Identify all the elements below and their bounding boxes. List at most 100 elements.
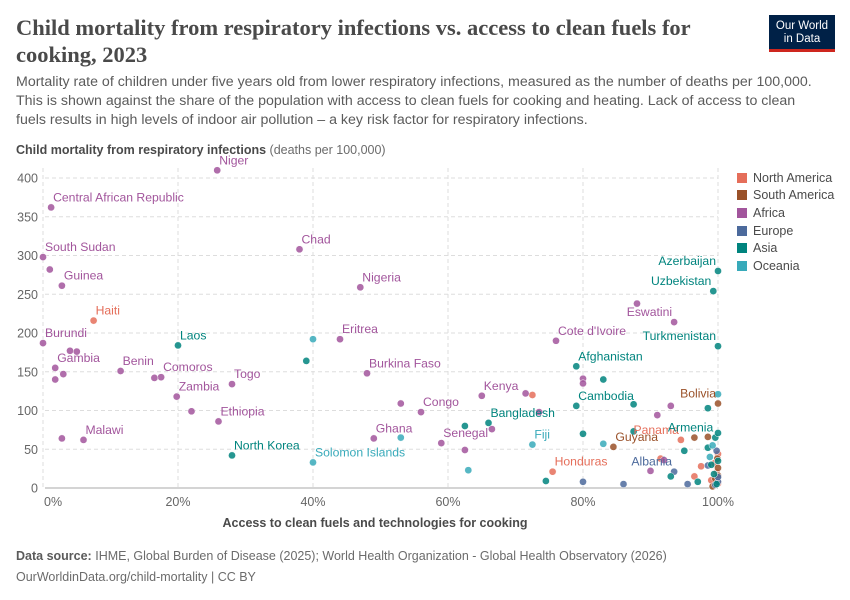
data-point[interactable] xyxy=(690,433,699,442)
point-label: Azerbaijan xyxy=(658,254,716,268)
data-point[interactable] xyxy=(714,390,722,399)
data-point[interactable] xyxy=(704,433,712,441)
data-point[interactable] xyxy=(228,451,236,460)
data-point[interactable] xyxy=(693,477,702,486)
data-point[interactable] xyxy=(670,318,678,326)
data-point[interactable] xyxy=(633,299,641,308)
data-point[interactable] xyxy=(79,436,88,444)
data-point[interactable] xyxy=(697,462,705,471)
data-point[interactable] xyxy=(59,370,68,378)
data-point[interactable] xyxy=(712,446,721,455)
data-point[interactable] xyxy=(714,399,722,408)
data-points[interactable] xyxy=(39,166,722,491)
data-point[interactable] xyxy=(666,402,675,410)
data-point[interactable] xyxy=(45,265,54,274)
point-label: Central African Republic xyxy=(53,190,184,204)
data-point[interactable] xyxy=(599,375,608,384)
data-point[interactable] xyxy=(528,440,537,449)
data-point[interactable] xyxy=(572,402,581,410)
data-point[interactable] xyxy=(548,467,557,476)
owid-logo[interactable]: Our World in Data xyxy=(769,15,835,52)
data-point[interactable] xyxy=(599,439,608,448)
data-point[interactable] xyxy=(336,335,344,344)
data-point[interactable] xyxy=(477,391,486,400)
data-point[interactable] xyxy=(461,446,469,454)
data-point[interactable] xyxy=(712,480,721,488)
data-point[interactable] xyxy=(683,480,692,488)
data-point[interactable] xyxy=(521,389,530,398)
data-point[interactable] xyxy=(51,375,60,384)
data-point[interactable] xyxy=(356,283,365,292)
data-point[interactable] xyxy=(708,441,717,450)
data-point[interactable] xyxy=(295,245,304,254)
legend-item[interactable]: Asia xyxy=(737,239,834,257)
data-point[interactable] xyxy=(396,399,405,408)
data-point[interactable] xyxy=(714,267,722,275)
data-point[interactable] xyxy=(89,316,98,325)
data-point[interactable] xyxy=(214,417,223,426)
data-point[interactable] xyxy=(714,342,722,351)
data-point[interactable] xyxy=(666,472,675,481)
data-point[interactable] xyxy=(619,480,628,488)
legend[interactable]: North America South America Africa Europe As… xyxy=(737,169,834,275)
data-point[interactable] xyxy=(396,433,405,442)
data-point[interactable] xyxy=(714,429,722,437)
data-point[interactable] xyxy=(579,429,587,438)
data-point[interactable] xyxy=(704,404,712,413)
data-point[interactable] xyxy=(417,408,425,416)
data-point[interactable] xyxy=(172,392,181,401)
data-point[interactable] xyxy=(542,477,550,485)
data-point[interactable] xyxy=(58,434,66,443)
data-point[interactable] xyxy=(228,380,236,388)
data-point[interactable] xyxy=(680,446,689,455)
legend-item[interactable]: Africa xyxy=(737,204,834,222)
data-point[interactable] xyxy=(629,427,638,436)
data-point[interactable] xyxy=(39,339,47,347)
data-point[interactable] xyxy=(706,453,714,461)
data-point[interactable] xyxy=(47,203,55,212)
data-point[interactable] xyxy=(572,362,581,371)
data-point[interactable] xyxy=(707,460,716,469)
legend-item[interactable]: Oceania xyxy=(737,257,834,275)
data-point[interactable] xyxy=(709,287,718,295)
data-point[interactable] xyxy=(579,477,587,486)
data-point[interactable] xyxy=(535,408,543,416)
data-point[interactable] xyxy=(39,253,47,261)
data-point[interactable] xyxy=(174,341,182,350)
data-point[interactable] xyxy=(150,374,159,382)
data-point[interactable] xyxy=(714,464,722,472)
data-point[interactable] xyxy=(528,391,537,399)
data-point[interactable] xyxy=(309,458,317,467)
data-point[interactable] xyxy=(72,347,81,356)
data-point[interactable] xyxy=(677,436,685,444)
data-point[interactable] xyxy=(51,364,60,372)
data-point[interactable] xyxy=(437,439,446,447)
data-point[interactable] xyxy=(116,367,125,375)
data-point[interactable] xyxy=(579,379,587,388)
data-point[interactable] xyxy=(653,411,662,419)
legend-item[interactable]: Europe xyxy=(737,222,834,240)
data-point[interactable] xyxy=(461,422,469,430)
data-point[interactable] xyxy=(484,419,493,427)
legend-item[interactable]: North America xyxy=(737,169,834,187)
data-point[interactable] xyxy=(363,369,371,378)
footer-url[interactable]: OurWorldinData.org/child-mortality | CC … xyxy=(16,570,256,584)
data-point[interactable] xyxy=(629,400,638,409)
legend-item[interactable]: South America xyxy=(737,187,834,205)
data-point[interactable] xyxy=(710,470,718,478)
data-point[interactable] xyxy=(309,335,317,344)
data-point[interactable] xyxy=(187,407,196,416)
data-point[interactable] xyxy=(714,457,722,465)
data-point[interactable] xyxy=(464,466,473,475)
data-point[interactable] xyxy=(488,425,496,433)
data-point[interactable] xyxy=(302,357,311,365)
data-point[interactable] xyxy=(369,434,378,443)
data-point[interactable] xyxy=(157,373,165,382)
data-point[interactable] xyxy=(213,166,222,175)
data-point[interactable] xyxy=(609,443,618,451)
data-point[interactable] xyxy=(552,336,560,345)
data-point[interactable] xyxy=(58,281,66,290)
data-point[interactable] xyxy=(646,467,655,475)
data-point[interactable] xyxy=(660,456,668,464)
